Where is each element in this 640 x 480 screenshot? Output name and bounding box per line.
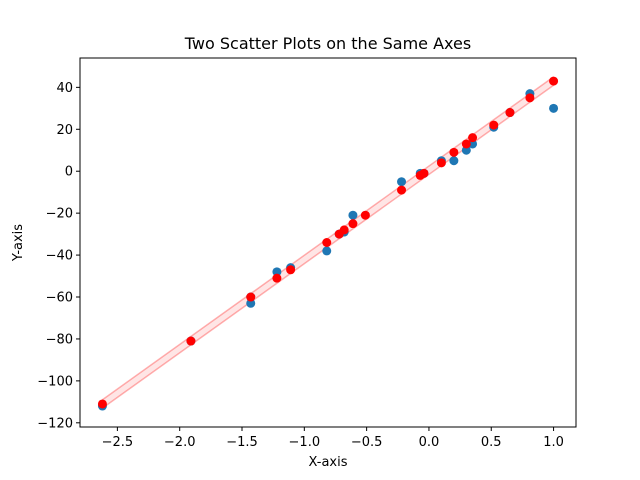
series-1-point-21 xyxy=(549,103,559,113)
y-tick-label: 0 xyxy=(65,165,73,180)
series-2-point-13 xyxy=(419,168,429,178)
series-2-point-15 xyxy=(449,147,459,157)
series-2-point-5 xyxy=(286,265,296,275)
y-tick-label: −80 xyxy=(46,332,73,347)
series-1-point-5 xyxy=(272,267,282,277)
series-2-point-21 xyxy=(549,76,559,86)
y-tick-label: −20 xyxy=(46,207,73,222)
x-tick-label: −0.5 xyxy=(351,435,383,450)
series-2-point-1 xyxy=(97,399,107,409)
series-2-point-4 xyxy=(272,273,282,283)
x-tick-label: 0.5 xyxy=(481,435,502,450)
x-axis-label: X-axis xyxy=(309,455,348,470)
series-2-point-20 xyxy=(525,93,535,103)
series-2-point-9 xyxy=(348,219,358,229)
series-2-point-8 xyxy=(339,225,349,235)
plot-frame xyxy=(79,57,577,428)
chart-title: Two Scatter Plots on the Same Axes xyxy=(184,34,471,53)
ticks-layer: −2.5 −2.0 −1.5 −1.0 −0.5 0.0 0.5 1.0 −120 −100 −80… xyxy=(37,81,564,450)
x-tick-label: −1.0 xyxy=(289,435,321,450)
series-2-point-18 xyxy=(489,120,499,130)
series-2-point-2 xyxy=(186,336,196,346)
series-2-point-10 xyxy=(360,210,370,220)
series-1-point-10 xyxy=(348,210,358,220)
series-1-point-7 xyxy=(322,246,332,256)
series-2-point-16 xyxy=(461,139,471,149)
points-layer xyxy=(97,76,559,411)
series-2-point-14 xyxy=(436,158,446,168)
series-1-point-16 xyxy=(461,145,471,155)
x-tick-label: −1.5 xyxy=(226,435,258,450)
series-2-point-19 xyxy=(505,108,515,118)
series-2-point-3 xyxy=(246,292,256,302)
y-tick-label: −100 xyxy=(37,374,73,389)
series-2-point-6 xyxy=(322,238,332,247)
y-tick-label: −60 xyxy=(46,291,73,306)
x-tick-label: 1.0 xyxy=(543,435,564,450)
y-tick-label: 40 xyxy=(56,81,73,96)
x-tick-label: −2.0 xyxy=(164,435,196,450)
y-tick-label: −120 xyxy=(37,416,73,431)
series-1-point-17 xyxy=(468,139,478,149)
series-2-point-17 xyxy=(468,133,478,143)
series-2-point-11 xyxy=(397,185,407,195)
y-axis-label: Y-axis xyxy=(11,224,26,262)
series-1-point-11 xyxy=(397,177,407,187)
x-tick-label: −2.5 xyxy=(102,435,134,450)
series-1-point-15 xyxy=(449,156,459,166)
y-tick-label: −40 xyxy=(46,249,73,264)
x-tick-label: 0.0 xyxy=(419,435,440,450)
series-1-point-3 xyxy=(246,298,256,308)
y-tick-label: 20 xyxy=(56,123,73,138)
